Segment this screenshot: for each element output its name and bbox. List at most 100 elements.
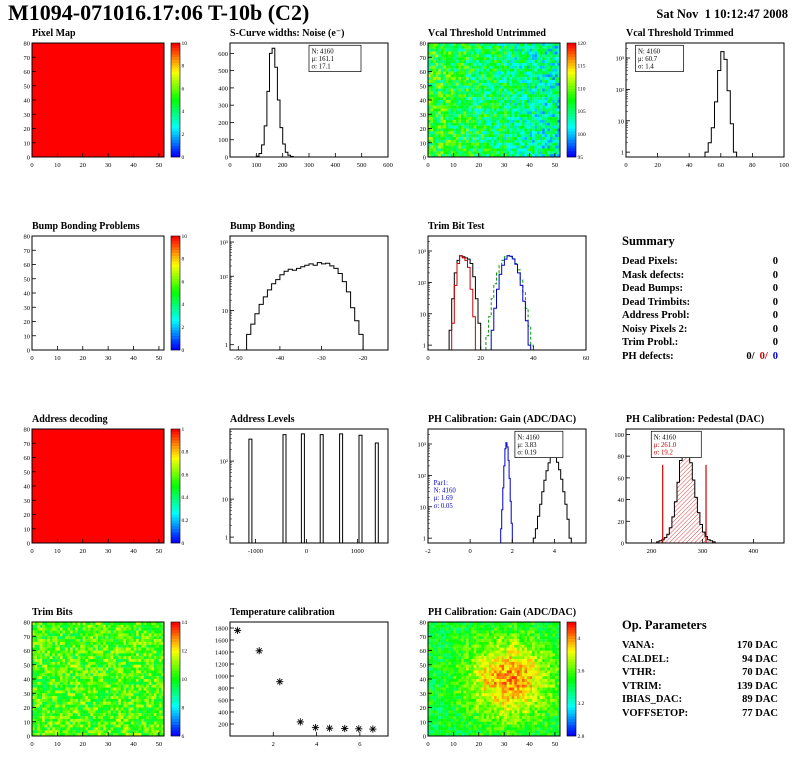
timestamp: Sat Nov 1 10:12:47 2008 [656,7,788,21]
svg-text:40: 40 [420,98,427,105]
row-label: Noisy Pixels 2: [622,323,688,335]
svg-text:4: 4 [182,302,185,308]
row-label: VANA: [622,640,655,651]
row-label: PH defects: [622,350,674,362]
chart-title: Address decoding [32,414,108,425]
chart-title: Bump Bonding Problems [32,221,140,232]
svg-text:400: 400 [749,548,759,555]
row-label: VTHR: [622,667,656,678]
svg-text:80: 80 [24,234,31,241]
svg-text:0: 0 [426,355,429,362]
svg-text:10: 10 [222,497,229,504]
svg-text:200: 200 [218,120,228,127]
svg-text:6: 6 [182,734,185,740]
svg-text:20: 20 [80,355,87,362]
svg-text:0: 0 [423,155,426,162]
chart-title: S-Curve widths: Noise (e⁻) [230,28,345,39]
svg-text:-2: -2 [425,548,430,555]
svg-text:0: 0 [27,155,30,162]
svg-text:0: 0 [27,734,30,741]
svg-text:6: 6 [182,279,185,285]
panel-pixel-map: Pixel Map 0 2 4 6 8 10 0 10 20 30 40 50 0 10 20 30 40 50 6… [6,28,198,173]
svg-text:0.2: 0.2 [182,518,189,524]
svg-text:8: 8 [182,705,185,711]
op-row-voffsetop: VOFFSETOP: 77 DAC [622,707,778,721]
svg-text:300: 300 [698,548,708,555]
svg-text:400: 400 [218,710,228,717]
row-label: Dead Pixels: [622,256,678,267]
svg-text:20: 20 [80,548,87,555]
svg-text:10: 10 [24,333,31,340]
trim-bit-test-plot: 0 20 40 60 1 10 10² 10³ [418,235,589,362]
svg-text:0.4: 0.4 [182,495,189,501]
svg-text:10: 10 [450,162,457,169]
svg-text:μ: 3.83: μ: 3.83 [517,442,537,449]
row-label: Address Probl: [622,310,690,321]
svg-text:20: 20 [24,126,31,133]
row-label: Dead Bumps: [622,283,683,294]
svg-text:30: 30 [105,355,112,362]
svg-text:50: 50 [24,662,31,669]
svg-text:40: 40 [24,98,31,105]
row-label: VOFFSETOP: [622,707,689,719]
ph-defects-3: 0 [772,350,778,362]
chart-title: PH Calibration: Gain (ADC/DAC) [428,607,577,618]
svg-text:N: 4160: N: 4160 [312,48,335,55]
svg-text:60: 60 [718,162,725,169]
svg-text:105: 105 [578,109,587,115]
svg-text:10: 10 [420,140,427,147]
svg-text:0: 0 [228,162,231,169]
panel-address-decoding: Address decoding 0 0.2 0.4 0.6 0.8 1 0 10 20 30 40… [6,414,198,559]
svg-text:σ: 19.2: σ: 19.2 [654,450,674,457]
pixel-map-plot: 0 2 4 6 8 10 0 10 20 30 40 50 0 10 20 30 40 50 60 70 80 [24,41,188,170]
svg-text:30: 30 [24,498,31,505]
svg-text:60: 60 [24,262,31,269]
summary-row-ph-defects: PH defects: 0/0/0 [622,350,778,364]
svg-text:0: 0 [30,548,33,555]
address-decoding-plot: 00.20.40.60.810 10 20 30 40 50010203040506070… [24,427,189,556]
row-value: 89 DAC [742,694,778,705]
svg-text:2: 2 [272,741,275,748]
chart-title: Temperature calibration [230,607,335,618]
vcal-untrimmed-plot: 95 100 105 110 115 120 0 10 20 30 40 50 0 10 20 30 40 50 6… [420,41,587,170]
svg-text:10: 10 [182,41,188,47]
svg-text:30: 30 [105,741,112,748]
svg-text:10²: 10² [418,280,427,287]
panel-vcal-threshold-trimmed: Vcal Threshold Trimmed 0 20 40 60 80 100 1 10 10… [600,28,792,173]
svg-text:1200: 1200 [215,662,228,669]
panel-temperature-calibration: Temperature calibration 2 4 6 200 400 600 800 1… [204,607,396,752]
svg-text:30: 30 [24,691,31,698]
svg-text:10³: 10³ [418,441,427,448]
svg-text:10: 10 [54,162,61,169]
svg-text:0: 0 [182,155,185,161]
svg-text:100: 100 [218,137,228,144]
svg-text:20: 20 [80,741,87,748]
svg-text:30: 30 [105,548,112,555]
svg-text:-20: -20 [359,355,368,362]
svg-text:1: 1 [182,427,185,433]
svg-text:10: 10 [54,355,61,362]
svg-text:600: 600 [218,51,228,58]
ph-defects-2: 0/ [759,350,768,362]
svg-text:50: 50 [156,548,163,555]
svg-text:0.8: 0.8 [182,450,189,456]
svg-text:80: 80 [749,162,756,169]
svg-text:120: 120 [578,41,587,47]
svg-text:0: 0 [225,155,228,162]
svg-text:σ: 0.19: σ: 0.19 [517,450,537,457]
svg-text:60: 60 [24,648,31,655]
panel-address-levels: Address Levels -1000 0 1000 1 10 10² [204,414,396,559]
svg-text:10: 10 [420,504,427,511]
row-value: 70 DAC [742,667,778,678]
panel-bump-bonding-problems: Bump Bonding Problems 0 2 4 6 8 10 0 10 20 30 40 50… [6,221,198,366]
svg-text:σ: 0.05: σ: 0.05 [434,503,454,510]
svg-text:1400: 1400 [215,650,228,657]
svg-text:600: 600 [383,162,393,169]
summary-title: Summary [622,234,675,248]
svg-text:10: 10 [54,548,61,555]
svg-text:N: 4160: N: 4160 [434,488,457,495]
svg-text:100: 100 [251,162,261,169]
